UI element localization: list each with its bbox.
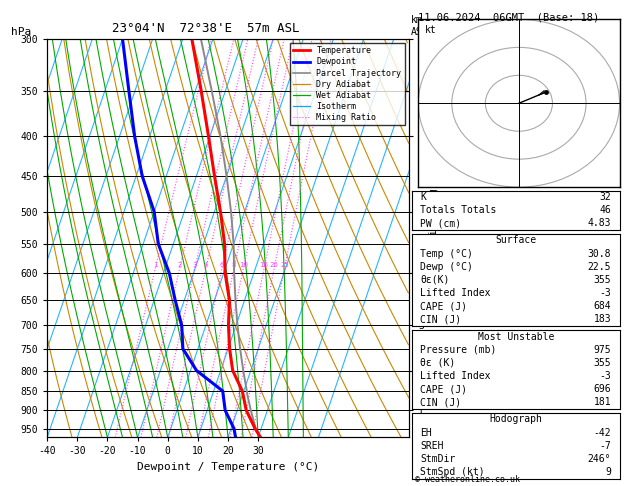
Text: Temp (°C): Temp (°C) <box>420 249 473 259</box>
Text: 10: 10 <box>239 261 248 268</box>
Text: CIN (J): CIN (J) <box>420 398 462 407</box>
Text: 3: 3 <box>192 261 197 268</box>
Text: 181: 181 <box>594 398 611 407</box>
Text: CAPE (J): CAPE (J) <box>420 301 467 312</box>
Text: kt: kt <box>425 25 437 35</box>
Text: 9: 9 <box>605 467 611 477</box>
Text: km
ASL: km ASL <box>411 15 428 37</box>
Text: 30.8: 30.8 <box>587 249 611 259</box>
Text: Dewp (°C): Dewp (°C) <box>420 262 473 272</box>
Text: 8: 8 <box>232 261 237 268</box>
Text: K: K <box>420 192 426 202</box>
Text: Lifted Index: Lifted Index <box>420 371 491 381</box>
X-axis label: Dewpoint / Temperature (°C): Dewpoint / Temperature (°C) <box>137 462 319 472</box>
Text: hPa: hPa <box>11 27 31 37</box>
Text: 975: 975 <box>594 345 611 355</box>
Text: 6: 6 <box>220 261 225 268</box>
Text: 20: 20 <box>270 261 279 268</box>
Text: Lifted Index: Lifted Index <box>420 288 491 298</box>
Text: 1: 1 <box>153 261 158 268</box>
Text: 183: 183 <box>594 314 611 325</box>
Text: StmSpd (kt): StmSpd (kt) <box>420 467 485 477</box>
Legend: Temperature, Dewpoint, Parcel Trajectory, Dry Adiabat, Wet Adiabat, Isotherm, Mi: Temperature, Dewpoint, Parcel Trajectory… <box>290 43 404 125</box>
Text: 684: 684 <box>594 301 611 312</box>
Text: 25: 25 <box>281 261 289 268</box>
Text: EH: EH <box>420 428 432 437</box>
Text: LCL: LCL <box>413 390 428 399</box>
Text: 4: 4 <box>204 261 208 268</box>
Text: 32: 32 <box>599 192 611 202</box>
Text: SREH: SREH <box>420 441 444 451</box>
Text: 16: 16 <box>260 261 269 268</box>
Text: -3: -3 <box>599 288 611 298</box>
Text: © weatheronline.co.uk: © weatheronline.co.uk <box>415 474 520 484</box>
Text: Hodograph: Hodograph <box>489 415 542 424</box>
Text: θε (K): θε (K) <box>420 358 455 368</box>
Text: 23°04'N  72°38'E  57m ASL: 23°04'N 72°38'E 57m ASL <box>112 22 300 35</box>
Text: Totals Totals: Totals Totals <box>420 205 497 215</box>
Text: 696: 696 <box>594 384 611 394</box>
Text: StmDir: StmDir <box>420 454 455 464</box>
Text: -3: -3 <box>599 371 611 381</box>
Text: Surface: Surface <box>495 236 537 245</box>
Text: 246°: 246° <box>587 454 611 464</box>
Text: 355: 355 <box>594 275 611 285</box>
Text: 4.83: 4.83 <box>587 218 611 228</box>
Text: CAPE (J): CAPE (J) <box>420 384 467 394</box>
Y-axis label: Mixing Ratio (g/kg): Mixing Ratio (g/kg) <box>430 182 439 294</box>
Text: -7: -7 <box>599 441 611 451</box>
Text: CIN (J): CIN (J) <box>420 314 462 325</box>
Text: Most Unstable: Most Unstable <box>477 331 554 342</box>
Text: θε(K): θε(K) <box>420 275 450 285</box>
Text: 2: 2 <box>177 261 182 268</box>
Text: 355: 355 <box>594 358 611 368</box>
Text: 11.06.2024  06GMT  (Base: 18): 11.06.2024 06GMT (Base: 18) <box>418 12 599 22</box>
Text: Pressure (mb): Pressure (mb) <box>420 345 497 355</box>
Text: 46: 46 <box>599 205 611 215</box>
Text: 22.5: 22.5 <box>587 262 611 272</box>
Text: -42: -42 <box>594 428 611 437</box>
Text: PW (cm): PW (cm) <box>420 218 462 228</box>
